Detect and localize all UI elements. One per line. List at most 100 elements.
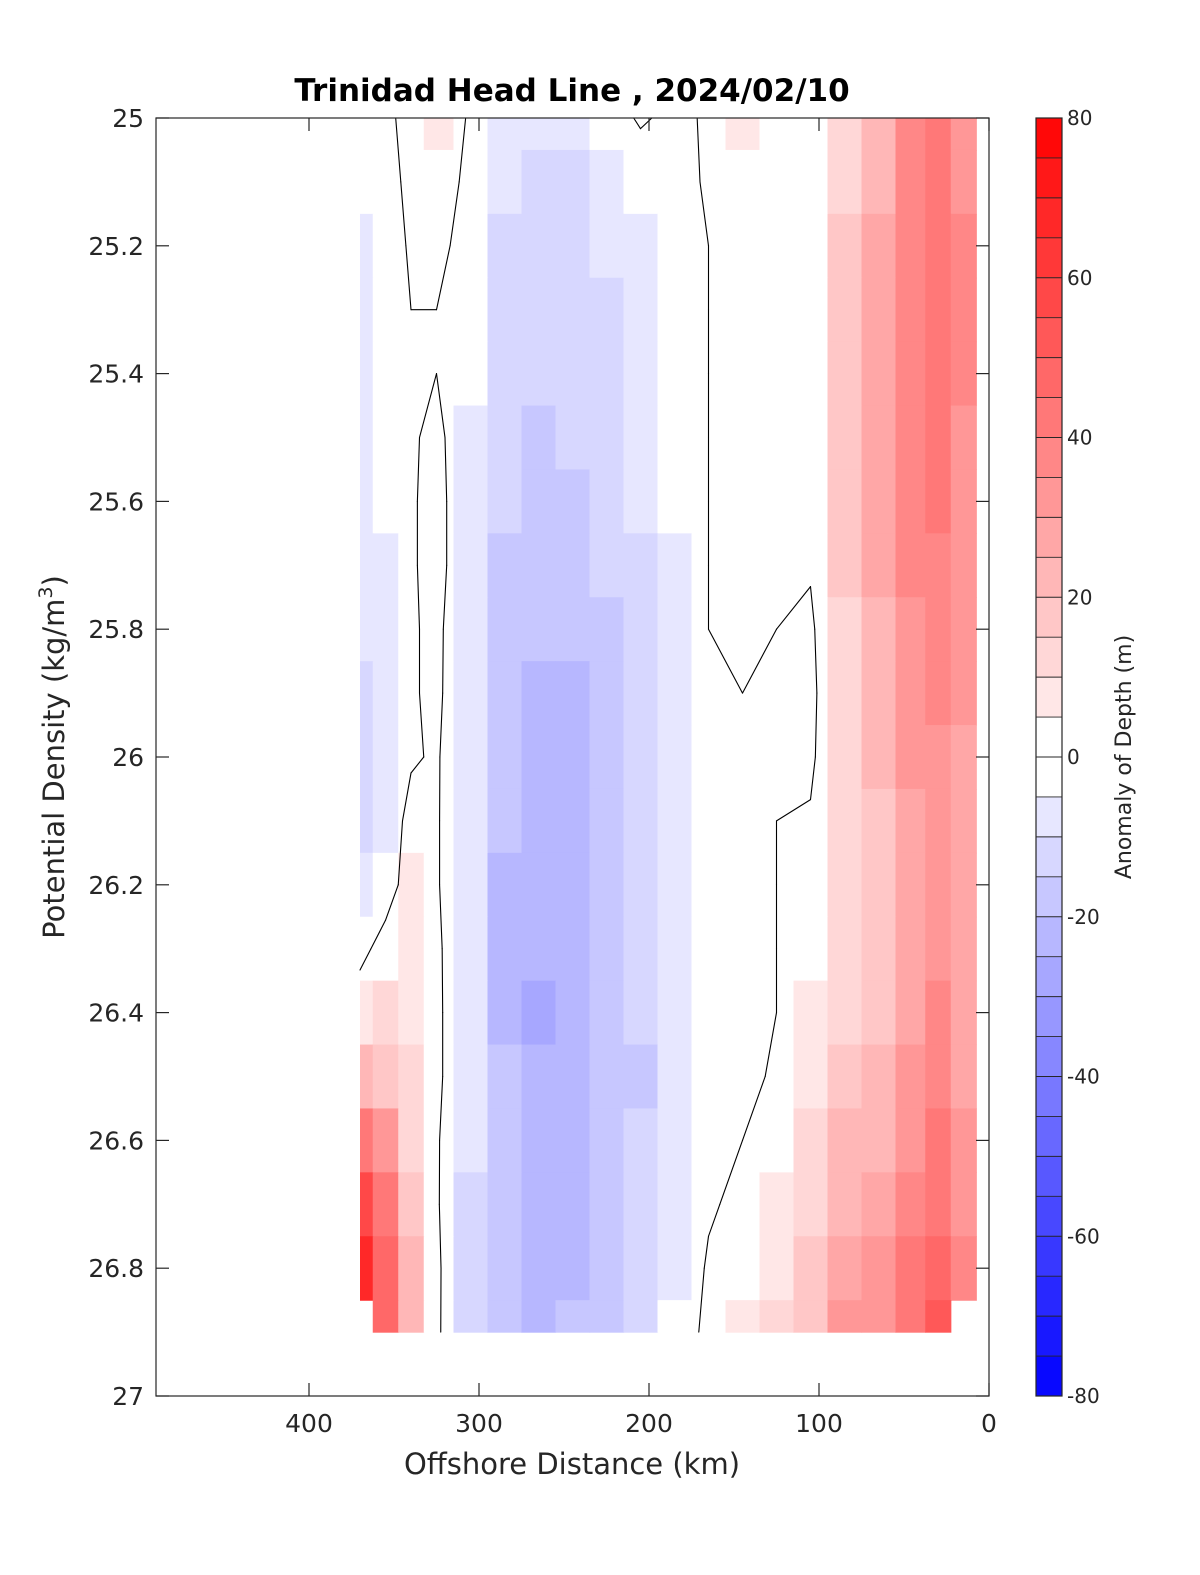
anomaly-cell (925, 277, 952, 343)
anomaly-cell (793, 1108, 829, 1173)
anomaly-cell (950, 852, 977, 918)
anomaly-cell (487, 341, 523, 407)
zero-contour-segment (439, 692, 444, 758)
anomaly-cell (589, 1108, 625, 1173)
anomaly-cell (827, 916, 863, 982)
anomaly-cell (372, 1108, 399, 1173)
anomaly-cell (793, 469, 829, 534)
anomaly-cell (423, 118, 455, 151)
anomaly-cell (827, 341, 863, 407)
anomaly-cell (827, 661, 863, 726)
anomaly-cell (725, 597, 761, 662)
anomaly-cell (555, 1236, 591, 1301)
anomaly-cell (555, 1300, 591, 1333)
anomaly-cell (925, 1300, 952, 1333)
anomaly-cell (925, 661, 952, 726)
colorbar-label: Anomaly of Depth (m) (1112, 635, 1137, 879)
zero-contour-segment (707, 1203, 721, 1237)
anomaly-cell (895, 213, 926, 279)
anomaly-cell (925, 1108, 952, 1173)
anomaly-cell (487, 405, 523, 471)
zero-contour-segment (442, 564, 448, 630)
zero-contour-segment (699, 181, 710, 247)
anomaly-cell (691, 1236, 727, 1301)
colorbar-band (1036, 477, 1062, 518)
colorbar-band (1036, 1236, 1062, 1277)
anomaly-cell (657, 341, 693, 407)
zero-contour-segment (397, 820, 404, 886)
anomaly-cell (398, 118, 425, 151)
anomaly-cell (398, 725, 425, 790)
anomaly-cell (623, 341, 659, 407)
anomaly-cell (555, 118, 591, 151)
anomaly-cell (423, 213, 455, 279)
anomaly-cell (423, 1108, 455, 1173)
anomaly-cell (453, 1300, 489, 1333)
anomaly-cell (487, 980, 523, 1046)
anomaly-cell (925, 852, 952, 918)
colorbar-band (1036, 677, 1062, 718)
anomaly-cell (759, 1236, 795, 1301)
anomaly-cell (950, 725, 977, 790)
anomaly-cell (360, 277, 374, 343)
anomaly-cell (827, 597, 863, 662)
anomaly-cell (372, 405, 399, 471)
anomaly-cell (555, 149, 591, 215)
zero-contour-segment (741, 628, 778, 694)
anomaly-cell (793, 277, 829, 343)
colorbar-tick-label: -80 (1067, 1384, 1100, 1408)
anomaly-cell (423, 1236, 455, 1301)
anomaly-cell (861, 1300, 897, 1333)
anomaly-cell (360, 405, 374, 471)
y-axis-label: Potential Density (kg/m3) (35, 575, 71, 939)
colorbar-band (1036, 836, 1062, 878)
anomaly-cell (827, 1236, 863, 1301)
anomaly-cell (793, 1172, 829, 1237)
anomaly-cell (372, 341, 399, 407)
colorbar-tick-label: 80 (1067, 106, 1092, 130)
anomaly-cell (827, 1172, 863, 1237)
y-axis-label-main: Potential Density (kg/m (37, 599, 71, 939)
anomaly-cell (725, 788, 761, 854)
anomaly-cell (950, 533, 977, 598)
anomaly-cell (453, 213, 489, 279)
anomaly-cell (950, 916, 977, 982)
anomaly-cell (925, 916, 952, 982)
zero-contour-segment (775, 799, 812, 822)
plot-area: 400 300 200 100 0 25 25.2 25.4 25.6 25.8 26 26.2 26… (88, 104, 997, 1438)
colorbar-band (1036, 557, 1062, 598)
y-tick-label: 25.8 (88, 615, 144, 644)
colorbar-band (1036, 1076, 1062, 1117)
anomaly-cell (725, 916, 761, 982)
anomaly-cell (360, 149, 374, 215)
zero-contour-segment (809, 756, 816, 801)
anomaly-cell (725, 980, 761, 1046)
anomaly-cell (895, 725, 926, 790)
anomaly-cell (521, 1044, 557, 1110)
anomaly-cell (759, 277, 795, 343)
zero-contour-segment (696, 117, 701, 183)
anomaly-cell (623, 1300, 659, 1333)
anomaly-cell (372, 1300, 399, 1333)
anomaly-cell (521, 980, 557, 1046)
anomaly-cell (398, 916, 425, 982)
anomaly-cell (861, 1108, 897, 1173)
colorbar-tick-label: 40 (1067, 426, 1092, 450)
anomaly-cell (925, 118, 952, 151)
anomaly-cell (827, 118, 863, 151)
anomaly-cell (657, 1108, 693, 1173)
anomaly-cell (423, 725, 455, 790)
anomaly-cell (895, 1172, 926, 1237)
anomaly-cell (555, 725, 591, 790)
zero-contour-segment (449, 181, 460, 247)
anomaly-cell (487, 533, 523, 598)
zero-contour-segment (441, 948, 444, 1014)
anomaly-cell (861, 149, 897, 215)
y-axis-label-close: ) (37, 575, 71, 586)
anomaly-cell (453, 1236, 489, 1301)
anomaly-cell (827, 149, 863, 215)
anomaly-cell (861, 341, 897, 407)
anomaly-cell (423, 533, 455, 598)
anomaly-cell (360, 1044, 374, 1110)
anomaly-cell (423, 788, 455, 854)
